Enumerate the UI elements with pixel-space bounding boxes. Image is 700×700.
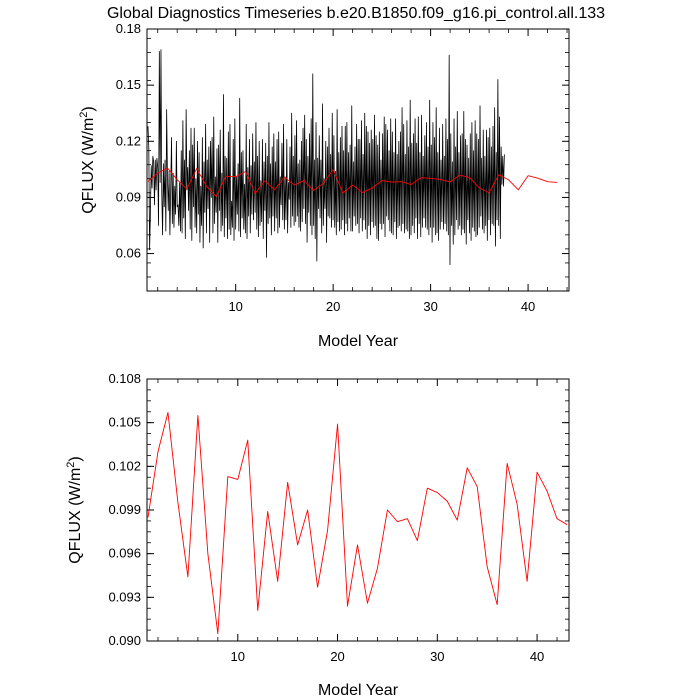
bottom-y-axis-title: QFLUX (W/m2): [65, 456, 84, 563]
top-x-axis-title: Model Year: [318, 333, 399, 350]
bottom-series-annual: [147, 412, 568, 635]
figure-title: Global Diagnostics Timeseries b.e20.B185…: [107, 5, 605, 22]
bottom-x-axis-title: Model Year: [318, 682, 399, 699]
bottom-y-tick-label: 0.093: [108, 589, 141, 604]
top-series-layer: [147, 49, 558, 266]
top-x-tick-label: 30: [423, 299, 437, 314]
bottom-x-tick-label: 20: [330, 649, 344, 664]
bottom-series-layer: [147, 412, 568, 635]
bottom-ticks: [147, 378, 569, 642]
top-y-tick-label: 0.12: [116, 133, 141, 148]
top-x-tick-label: 10: [228, 299, 242, 314]
top-y-tick-label: 0.06: [116, 246, 141, 261]
bottom-x-tick-label: 40: [530, 649, 544, 664]
bottom-x-tick-label: 10: [231, 649, 245, 664]
top-plot-frame: [146, 28, 570, 292]
top-series-monthly: [147, 49, 505, 266]
bottom-panel: 0.090 0.093 0.096 0.099 0.102 0.105 0.108 10 20…: [65, 371, 570, 699]
bottom-y-tick-label: 0.090: [108, 633, 141, 648]
top-ticks: [147, 28, 569, 292]
top-x-tick-label: 20: [326, 299, 340, 314]
top-panel: 0.06 0.09 0.12 0.15 0.18 10 20 30 40 Model Year…: [78, 21, 570, 350]
top-series-annual: [147, 167, 558, 197]
bottom-y-tick-labels: 0.090 0.093 0.096 0.099 0.102 0.105 0.108: [108, 371, 141, 648]
top-x-tick-label: 40: [521, 299, 535, 314]
bottom-x-tick-label: 30: [430, 649, 444, 664]
bottom-y-tick-label: 0.105: [108, 415, 141, 430]
top-y-axis-title: QFLUX (W/m2): [78, 106, 97, 213]
top-y-tick-labels: 0.06 0.09 0.12 0.15 0.18: [116, 21, 141, 261]
bottom-x-tick-labels: 10 20 30 40: [231, 649, 545, 664]
bottom-y-tick-label: 0.096: [108, 546, 141, 561]
bottom-y-tick-label: 0.102: [108, 458, 141, 473]
top-y-tick-label: 0.15: [116, 77, 141, 92]
top-x-tick-labels: 10 20 30 40: [228, 299, 535, 314]
bottom-y-tick-label: 0.099: [108, 502, 141, 517]
top-y-tick-label: 0.18: [116, 21, 141, 36]
top-y-tick-label: 0.09: [116, 189, 141, 204]
bottom-y-tick-label: 0.108: [108, 371, 141, 386]
bottom-plot-frame: [146, 378, 570, 642]
